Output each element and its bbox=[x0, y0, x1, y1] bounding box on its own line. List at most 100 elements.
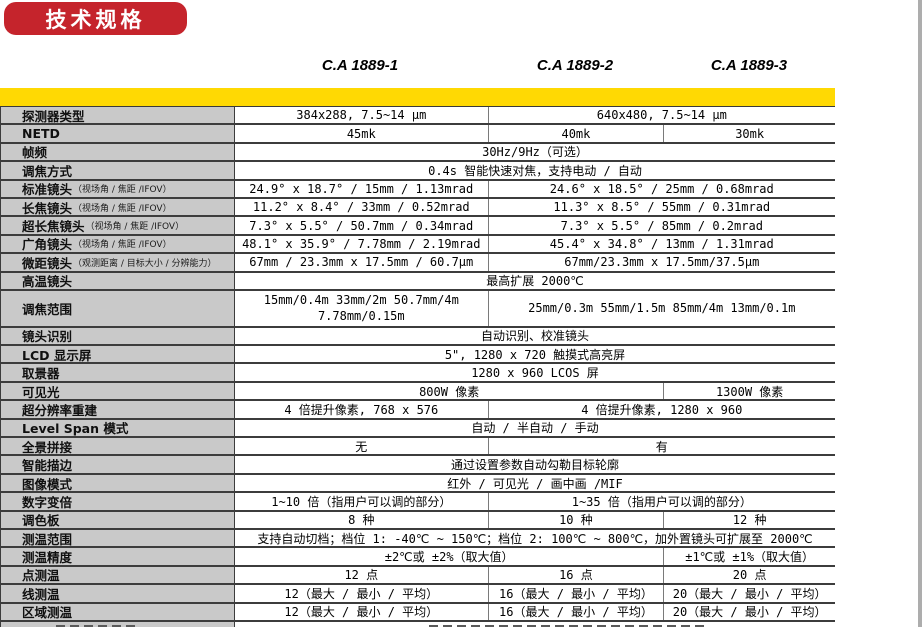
row-label: 微距镜头 （观测距离 / 目标大小 / 分辨能力） bbox=[1, 254, 234, 271]
spec-cell: 4 倍提升像素, 1280 x 960 bbox=[487, 401, 835, 418]
spec-cell: 20 点 bbox=[663, 566, 835, 584]
spec-cell: 10 种 bbox=[487, 511, 664, 528]
spec-cell: 11.3° x 8.5° / 55mm / 0.31mrad bbox=[487, 198, 835, 216]
spec-cell: 20（最大 / 最小 / 平均） bbox=[663, 585, 835, 602]
spec-row: 高温镜头 最高扩展 2000℃ bbox=[1, 272, 835, 291]
spec-row: 调焦方式 0.4s 智能快速对焦，支持电动 / 自动 bbox=[1, 162, 835, 181]
spec-cell: 12（最大 / 最小 / 平均） bbox=[234, 603, 488, 620]
spec-row: 超分辨率重建 4 倍提升像素, 768 x 576 4 倍提升像素, 1280 x … bbox=[1, 401, 835, 420]
row-label: 可见光 bbox=[1, 382, 234, 400]
model-header-3: C.A 1889-3 bbox=[710, 57, 788, 74]
spec-cell: 4 倍提升像素, 768 x 576 bbox=[234, 401, 488, 418]
spec-row: 长焦镜头 （视场角 / 焦距 /IFOV） 11.2° x 8.4° / 33mm … bbox=[1, 198, 835, 218]
spec-cell: 7.3° x 5.5° / 50.7mm / 0.34mrad bbox=[234, 217, 488, 234]
spec-cell: 12 种 bbox=[663, 511, 835, 528]
spec-cell: 67mm / 23.3mm x 17.5mm / 60.7μm bbox=[234, 254, 488, 271]
row-label: 探测器类型 bbox=[1, 107, 234, 124]
spec-cell: 640x480, 7.5~14 μm bbox=[487, 107, 835, 124]
row-label: 图像模式 bbox=[1, 474, 234, 492]
spec-cell: 12 点 bbox=[234, 566, 488, 584]
spec-cell: 5", 1280 x 720 触摸式高亮屏 bbox=[234, 346, 835, 363]
spec-row: LCD 显示屏 5", 1280 x 720 触摸式高亮屏 bbox=[1, 346, 835, 365]
spec-row: 区域测温 12（最大 / 最小 / 平均） 16（最大 / 最小 / 平均） 20（最… bbox=[1, 603, 835, 622]
row-label: 测温范围 bbox=[1, 530, 234, 547]
spec-row: 微距镜头 （观测距离 / 目标大小 / 分辨能力） 67mm / 23.3mm x … bbox=[1, 254, 835, 273]
spec-cell: 40mk bbox=[487, 125, 664, 142]
spec-row: 数字变倍 1~10 倍（指用户可以调的部分） 1~35 倍（指用户可以调的部分） bbox=[1, 493, 835, 512]
row-label: 智能描边 bbox=[1, 456, 234, 473]
spec-row: Level Span 模式 自动 / 半自动 / 手动 bbox=[1, 419, 835, 439]
model-header-2: C.A 1889-2 bbox=[536, 57, 614, 74]
spec-cell: 24.6° x 18.5° / 25mm / 0.68mrad bbox=[487, 180, 835, 197]
spec-cell: 800W 像素 bbox=[234, 382, 663, 400]
spec-cell: 15mm/0.4m 33mm/2m 50.7mm/4m 7.78mm/0.15m bbox=[234, 290, 488, 326]
spec-row: 取景器 1280 x 960 LCOS 屏 bbox=[1, 364, 835, 383]
row-label: 超分辨率重建 bbox=[1, 401, 234, 418]
spec-cell: 无 bbox=[234, 438, 488, 455]
spec-cell: 红外 / 可见光 / 画中画 /MIF bbox=[234, 474, 835, 492]
spec-cell bbox=[234, 621, 835, 627]
table-top-accent-bar bbox=[0, 88, 835, 106]
spec-row: NETD 45mk 40mk 30mk bbox=[1, 125, 835, 144]
spec-cell: 1~10 倍（指用户可以调的部分） bbox=[234, 493, 488, 510]
spec-cell: 支持自动切档；档位 1: -40℃ ~ 150℃；档位 2: 100℃ ~ 80… bbox=[234, 530, 835, 547]
spec-cell: 1280 x 960 LCOS 屏 bbox=[234, 364, 835, 381]
spec-row: 线测温 12（最大 / 最小 / 平均） 16（最大 / 最小 / 平均） 20（最大… bbox=[1, 585, 835, 604]
spec-row: 可见光 800W 像素 1300W 像素 bbox=[1, 382, 835, 402]
spec-cell: 67mm/23.3mm x 17.5mm/37.5μm bbox=[487, 254, 835, 271]
row-label: 长焦镜头 （视场角 / 焦距 /IFOV） bbox=[1, 198, 234, 216]
spec-cell: 30Hz/9Hz（可选） bbox=[234, 143, 835, 161]
spec-cell: 45.4° x 34.8° / 13mm / 1.31mrad bbox=[487, 235, 835, 253]
spec-cell: 7.3° x 5.5° / 85mm / 0.2mrad bbox=[487, 217, 835, 234]
row-label: 广角镜头 （视场角 / 焦距 /IFOV） bbox=[1, 235, 234, 253]
spec-cell: 1300W 像素 bbox=[663, 382, 835, 400]
row-label: 高温镜头 bbox=[1, 272, 234, 289]
row-label bbox=[1, 621, 234, 627]
row-label: Level Span 模式 bbox=[1, 419, 234, 437]
spec-row: 智能描边 通过设置参数自动勾勒目标轮廓 bbox=[1, 456, 835, 475]
row-label: 测温精度 bbox=[1, 548, 234, 565]
section-title-badge: 技术规格 bbox=[4, 2, 187, 35]
spec-row: 探测器类型 384x288, 7.5~14 μm 640x480, 7.5~14 μ… bbox=[1, 107, 835, 126]
spec-cell: 8 种 bbox=[234, 511, 488, 528]
section-title: 技术规格 bbox=[45, 7, 146, 32]
spec-cell: ±1℃或 ±1%（取大值） bbox=[663, 548, 835, 565]
model-column-headers: C.A 1889-1 C.A 1889-2 C.A 1889-3 bbox=[233, 57, 835, 74]
spec-cell: 16（最大 / 最小 / 平均） bbox=[487, 603, 664, 620]
row-label: 帧频 bbox=[1, 143, 234, 161]
row-label: 点测温 bbox=[1, 566, 234, 584]
row-label: 区域测温 bbox=[1, 603, 234, 620]
row-label: 取景器 bbox=[1, 364, 234, 381]
clipped-text-fragment bbox=[56, 624, 136, 627]
row-label: 超长焦镜头 （视场角 / 焦距 /IFOV） bbox=[1, 217, 234, 234]
spec-cell: 0.4s 智能快速对焦，支持电动 / 自动 bbox=[234, 162, 835, 179]
spec-table: 探测器类型 384x288, 7.5~14 μm 640x480, 7.5~14 μ… bbox=[0, 106, 835, 627]
spec-row: 图像模式 红外 / 可见光 / 画中画 /MIF bbox=[1, 474, 835, 494]
row-label: 调焦范围 bbox=[1, 290, 234, 326]
row-label: 数字变倍 bbox=[1, 493, 234, 510]
clipped-text-fragment bbox=[429, 624, 707, 627]
spec-cell: 11.2° x 8.4° / 33mm / 0.52mrad bbox=[234, 198, 488, 216]
row-label: 线测温 bbox=[1, 585, 234, 602]
spec-cell: 通过设置参数自动勾勒目标轮廓 bbox=[234, 456, 835, 473]
spec-cell: 25mm/0.3m 55mm/1.5m 85mm/4m 13mm/0.1m bbox=[487, 290, 835, 326]
spec-cell: 45mk bbox=[234, 125, 488, 142]
spec-cell: 16 点 bbox=[487, 566, 664, 584]
spec-row: 调色板 8 种 10 种 12 种 bbox=[1, 511, 835, 530]
spec-cell: 48.1° x 35.9° / 7.78mm / 2.19mrad bbox=[234, 235, 488, 253]
model-header-1: C.A 1889-1 bbox=[321, 57, 399, 74]
spec-cell: 1~35 倍（指用户可以调的部分） bbox=[487, 493, 835, 510]
row-label: 标准镜头 （视场角 / 焦距 /IFOV） bbox=[1, 180, 234, 197]
spec-cell: 最高扩展 2000℃ bbox=[234, 272, 835, 289]
spec-row: 广角镜头 （视场角 / 焦距 /IFOV） 48.1° x 35.9° / 7.78… bbox=[1, 235, 835, 255]
page-edge-strip bbox=[918, 0, 922, 627]
row-label: NETD bbox=[1, 125, 234, 142]
spec-row: 调焦范围 15mm/0.4m 33mm/2m 50.7mm/4m 7.78mm/0.… bbox=[1, 290, 835, 328]
row-label: 全景拼接 bbox=[1, 438, 234, 455]
spec-row: 测温精度 ±2℃或 ±2%（取大值） ±1℃或 ±1%（取大值） bbox=[1, 548, 835, 567]
spec-cell: 有 bbox=[487, 438, 835, 455]
spec-row: 点测温 12 点 16 点 20 点 bbox=[1, 566, 835, 586]
spec-cell: 24.9° x 18.7° / 15mm / 1.13mrad bbox=[234, 180, 488, 197]
row-label: 镜头识别 bbox=[1, 327, 234, 345]
